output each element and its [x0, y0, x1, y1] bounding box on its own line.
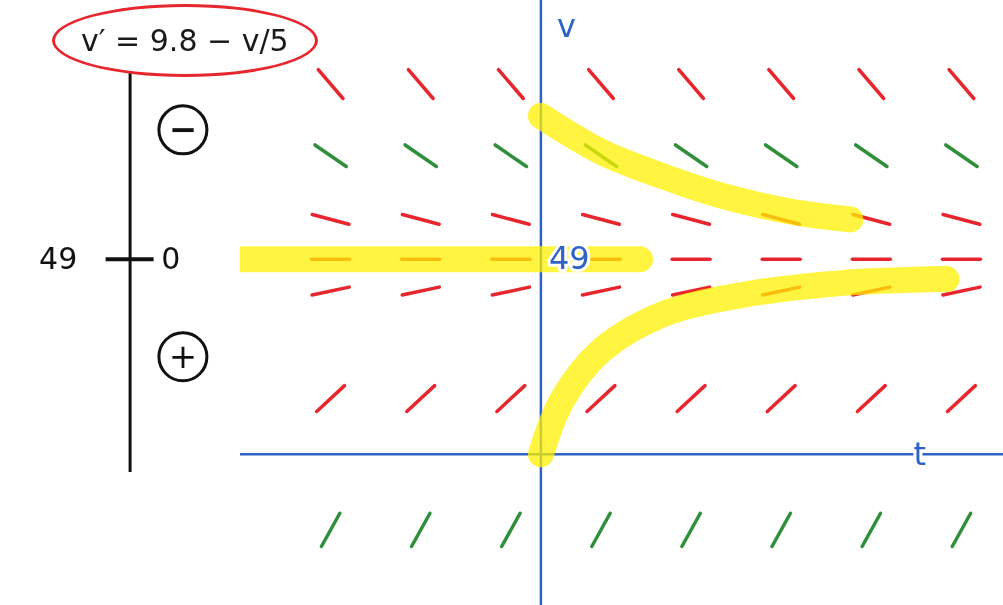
svg-text:v: v — [557, 7, 576, 45]
svg-text:0: 0 — [161, 241, 180, 276]
html-text:v′ = 9.8 − v/5: v′ = 9.8 − v/5 — [81, 23, 289, 58]
svg-text:49: 49 — [39, 241, 77, 276]
svg-text:−: − — [169, 109, 198, 149]
svg-text:t: t — [914, 434, 927, 472]
svg-text:+: + — [169, 336, 198, 376]
svg-text:49: 49 — [549, 239, 590, 277]
